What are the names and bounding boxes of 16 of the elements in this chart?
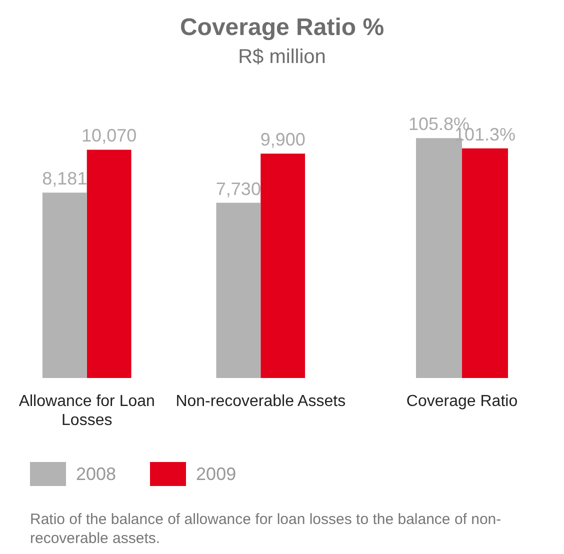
bar [260, 154, 306, 378]
x-tick-label: Allowance for Loan Losses [18, 393, 155, 430]
data-label: 7,730 [216, 178, 261, 199]
x-tick-label: Coverage Ratio [406, 393, 518, 410]
x-tick-label: Non-recoverable Assets [176, 393, 346, 410]
bar [216, 202, 261, 378]
legend-label: 2008 [76, 464, 116, 484]
bar [86, 150, 132, 378]
chart-title: Coverage Ratio % [178, 14, 386, 42]
legend-label: 2009 [196, 464, 236, 484]
chart-subtitle: R$ million [237, 46, 327, 69]
data-label: 10,070 [82, 126, 137, 146]
text: Ratio of the balance of allowance for loan losses to the balance of non-recoverable assets. [30, 510, 502, 548]
bar [42, 192, 87, 378]
data-label: 8,181 [42, 168, 88, 189]
data-label: 9,900 [260, 130, 306, 150]
